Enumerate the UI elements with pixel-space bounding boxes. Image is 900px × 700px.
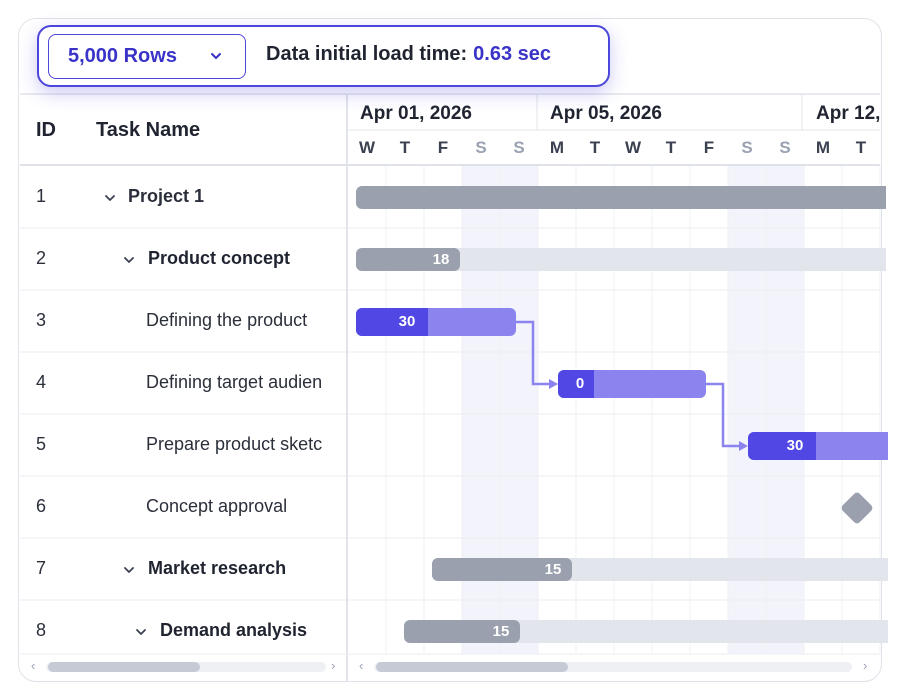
- task-row[interactable]: 5 Prepare product sketc: [20, 414, 347, 476]
- timeline-week-label: Apr 01, 2026: [360, 103, 472, 124]
- scroll-left-arrow-icon[interactable]: ‹: [31, 658, 36, 673]
- summary-bar-track[interactable]: [356, 248, 886, 271]
- task-name-cell: Product concept: [20, 228, 346, 290]
- timeline-day-label: T: [589, 138, 601, 157]
- timeline-week-label: Apr 12,: [816, 103, 880, 124]
- timeline-week-label: Apr 05, 2026: [550, 103, 662, 124]
- task-name: Demand analysis: [160, 620, 308, 640]
- task-row[interactable]: 2 Product concept: [20, 228, 347, 290]
- summary-bar-progress[interactable]: [404, 620, 520, 643]
- timeline-day-label: T: [399, 138, 411, 157]
- timeline-day-label: S: [779, 138, 791, 157]
- task-id: 2: [36, 248, 47, 268]
- scroll-right-arrow-icon[interactable]: ›: [331, 658, 336, 673]
- task-bar-progress[interactable]: [558, 370, 594, 398]
- task-row[interactable]: 3 Defining the product: [20, 290, 347, 352]
- summary-bar-track[interactable]: [404, 620, 888, 643]
- collapse-chevron-icon[interactable]: [123, 254, 135, 266]
- timeline-day-label: S: [513, 138, 525, 157]
- task-bar-progress[interactable]: [356, 308, 428, 336]
- column-header-id[interactable]: ID: [36, 119, 56, 141]
- project-summary-bar[interactable]: [356, 186, 886, 209]
- bar-progress-label: 15: [544, 561, 562, 578]
- task-name: Market research: [148, 558, 287, 578]
- collapse-chevron-icon[interactable]: [104, 192, 116, 204]
- scroll-left-arrow-icon[interactable]: ‹: [359, 658, 364, 673]
- task-row[interactable]: 8 Demand analysis: [20, 600, 347, 662]
- task-id: 4: [36, 372, 47, 392]
- task-row[interactable]: 1 Project 1: [20, 166, 347, 228]
- task-name: Concept approval: [146, 496, 288, 516]
- timeline-day-label: F: [437, 138, 449, 157]
- bar-progress-label: 0: [575, 375, 585, 392]
- task-id: 7: [36, 558, 47, 578]
- timeline-day-label: W: [624, 138, 642, 157]
- rows-count-value: 5,000 Rows: [68, 45, 177, 67]
- task-name-cell: Market research: [20, 538, 346, 600]
- task-name-cell: Demand analysis: [20, 600, 346, 662]
- task-name-cell: Prepare product sketc: [20, 414, 346, 476]
- chart-scrollbar-thumb[interactable]: [376, 662, 568, 672]
- load-time-text: Data initial load time: 0.63 sec: [266, 43, 551, 66]
- timeline-day-label: W: [358, 138, 376, 157]
- timeline-day-label: M: [549, 138, 565, 157]
- timeline-day-label: F: [703, 138, 715, 157]
- timeline-day-label: S: [741, 138, 753, 157]
- task-row[interactable]: 7 Market research: [20, 538, 347, 600]
- summary-bar-progress[interactable]: [432, 558, 572, 581]
- task-name: Product concept: [148, 248, 291, 268]
- task-name-cell: Defining target audien: [20, 352, 346, 414]
- task-id: 5: [36, 434, 47, 454]
- scroll-right-arrow-icon[interactable]: ›: [863, 658, 868, 673]
- task-id: 3: [36, 310, 47, 330]
- task-name: Prepare product sketc: [146, 434, 323, 454]
- chevron-down-icon: [211, 53, 221, 59]
- bar-progress-label: 15: [492, 623, 510, 640]
- task-row[interactable]: 6 Concept approval: [20, 476, 347, 538]
- task-name: Defining the product: [146, 310, 308, 330]
- task-name: Defining target audien: [146, 372, 323, 392]
- timeline-day-label: T: [665, 138, 677, 157]
- summary-bar-progress[interactable]: [356, 248, 460, 271]
- column-header-task-name[interactable]: Task Name: [96, 119, 201, 141]
- task-id: 8: [36, 620, 47, 640]
- chart-horizontal-scrollbar[interactable]: [374, 662, 852, 672]
- collapse-chevron-icon[interactable]: [123, 564, 135, 576]
- task-name-cell: Concept approval: [20, 476, 346, 538]
- task-name: Project 1: [128, 186, 205, 206]
- task-row[interactable]: 4 Defining target audien: [20, 352, 347, 414]
- bar-progress-label: 18: [432, 251, 450, 268]
- task-id: 6: [36, 496, 47, 516]
- task-bar-progress[interactable]: [748, 432, 816, 460]
- collapse-chevron-icon[interactable]: [135, 626, 147, 638]
- rows-count-dropdown[interactable]: 5,000 Rows: [48, 34, 246, 79]
- bar-progress-label: 30: [398, 313, 416, 330]
- timeline-day-label: M: [815, 138, 831, 157]
- task-id: 1: [36, 186, 47, 206]
- load-time-label: Data initial load time:: [266, 43, 468, 65]
- bar-progress-label: 30: [786, 437, 804, 454]
- timeline-day-label: S: [475, 138, 487, 157]
- timeline-day-label: T: [855, 138, 867, 157]
- load-time-value: 0.63 sec: [473, 43, 552, 65]
- task-name-cell: Project 1: [20, 166, 346, 228]
- grid-scrollbar-thumb[interactable]: [48, 662, 200, 672]
- task-name-cell: Defining the product: [20, 290, 346, 352]
